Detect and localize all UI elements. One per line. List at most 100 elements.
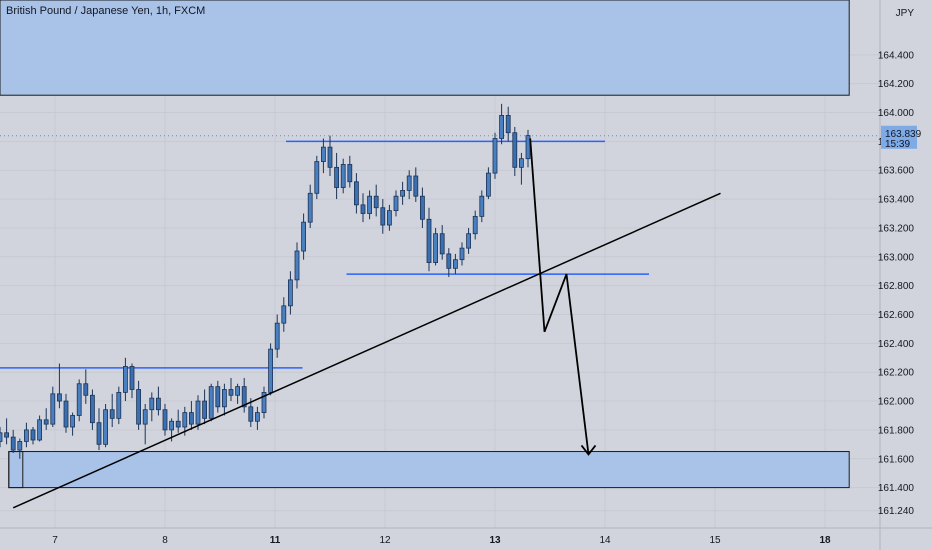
candle-body [241,386,247,408]
drawings-layer [12,138,721,509]
candle-body [195,400,201,425]
candle-body [505,115,511,134]
candle-body [254,412,260,422]
y-tick-label: 162.600 [878,310,915,321]
candle-body [43,419,49,425]
x-tick-label: 14 [599,535,611,546]
candle-body [4,432,9,438]
candle-body [30,429,36,441]
candle-body [228,389,234,396]
candle-body [57,393,62,402]
candle-body [90,394,95,424]
candle-body [109,409,115,419]
candle-body [208,386,214,419]
y-tick-label: 163.000 [878,252,915,263]
y-tick-labels: 164.400164.200164.000163.800163.600163.4… [878,50,915,517]
candle-body [334,166,340,188]
candle-body [433,233,439,263]
candle-body [83,383,89,396]
candle-body [116,391,122,419]
levels-layer [0,135,880,369]
candle-body [466,233,472,249]
candle-body [406,175,412,191]
price-label-bg [881,125,917,149]
candle-body [360,204,366,214]
y-tick-label: 161.800 [878,425,915,436]
candle-body [235,386,241,396]
chart-title: British Pound / Japanese Yen, 1h, FXCM [6,5,206,17]
candle-body [353,181,359,206]
candle-body [314,161,320,194]
currency-label: JPY [896,8,915,19]
candle-body [380,207,386,226]
supply-zone [0,0,850,96]
candle-body [103,409,108,445]
candle-body [0,432,3,442]
trendline [12,192,721,509]
candle-body [169,420,175,431]
candle-body [499,115,505,139]
candle-body [367,195,373,214]
candle-body [472,215,478,235]
y-tick-label: 163.400 [878,195,915,206]
candle-body [281,305,287,324]
candle-body [70,415,75,428]
candle-body [452,259,458,269]
candle-body [188,412,194,425]
y-tick-label: 162.800 [878,281,915,292]
price-label-countdown: 15:39 [885,139,910,150]
candle-body [274,322,280,350]
y-tick-label: 161.400 [878,483,915,494]
y-tick-label: 163.200 [878,223,915,234]
x-tick-label: 13 [489,535,501,546]
x-tick-label: 12 [379,535,391,546]
candle-body [37,419,42,441]
demand-zone [8,451,850,489]
candle-body [294,250,300,281]
candle-body [413,175,419,197]
candle-body [347,164,353,183]
candle-body [400,190,406,197]
candle-body [320,146,326,162]
candle-body [268,348,274,393]
candle-body [63,400,69,428]
candle-body [50,393,56,425]
candle-body [175,420,181,428]
candle-body [439,233,445,255]
candle-body [492,138,498,174]
zones-layer [0,0,850,489]
y-tick-label: 162.200 [878,368,915,379]
y-tick-label: 162.000 [878,397,915,408]
candle-body [215,386,221,408]
candle-body [76,383,82,416]
candle-body [17,441,23,451]
x-tick-label: 15 [709,535,721,546]
projection-path [529,138,590,455]
price-axis[interactable] [880,0,932,528]
candle-body [479,195,485,217]
candle-body [136,389,142,425]
candles-layer [0,103,531,459]
x-tick-label: 8 [162,535,168,546]
projection-arrowhead [580,444,597,456]
y-tick-label: 164.200 [878,79,915,90]
x-tick-label: 18 [819,535,831,546]
candle-body [287,279,293,307]
y-tick-label: 161.600 [878,454,915,465]
candle-body [426,218,432,263]
candle-body [301,221,307,252]
y-tick-label: 164.400 [878,50,915,61]
candle-body [519,158,524,168]
x-tick-label: 11 [270,535,281,546]
candle-body [340,164,346,188]
x-tick-label: 7 [52,535,58,546]
candle-body [248,406,254,422]
x-tick-labels: 7 8 11 12 13 14 15 18 [52,535,831,546]
candle-body [386,210,392,226]
price-label-value: 163.839 [885,129,922,140]
candle-body [142,409,148,425]
candle-body [182,412,188,428]
candle-body [485,172,491,197]
